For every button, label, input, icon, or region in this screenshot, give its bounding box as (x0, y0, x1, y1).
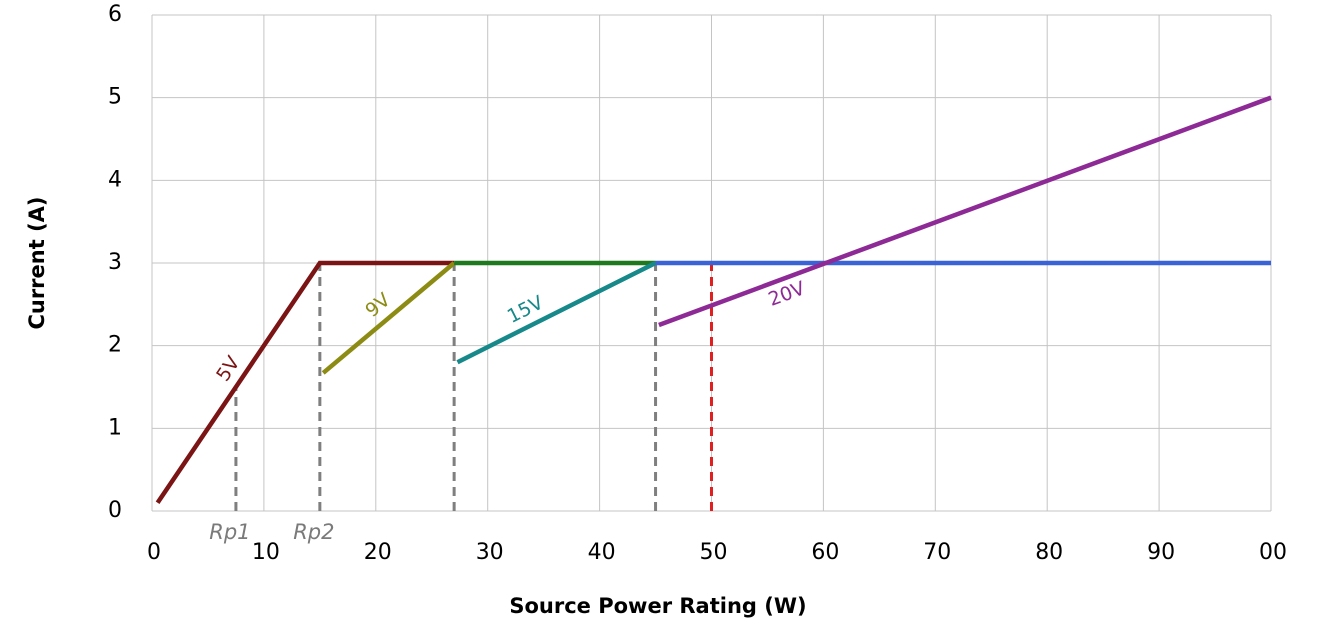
y-tick-label: 6 (108, 2, 122, 27)
x-tick-label: 70 (923, 540, 951, 565)
y-tick-label: 1 (108, 415, 122, 440)
x-tick-label: 10 (252, 540, 280, 565)
x-tick-label: 30 (476, 540, 504, 565)
x-tick-label: 20 (364, 540, 392, 565)
y-tick-label: 2 (108, 333, 122, 358)
x-tick-label: 90 (1147, 540, 1175, 565)
x-tick-label: 60 (811, 540, 839, 565)
series-line (321, 261, 456, 375)
series-line (155, 260, 455, 504)
series-line (658, 95, 1272, 328)
reference-label: Rp1 (209, 520, 250, 544)
y-tick-label: 5 (108, 85, 122, 110)
x-tick-label: 0 (147, 540, 161, 565)
x-tick-label: 00 (1259, 540, 1287, 565)
x-tick-label: 50 (700, 540, 728, 565)
y-tick-label: 3 (108, 250, 122, 275)
reference-label: Rp2 (293, 520, 334, 544)
y-axis-title: Current (A) (25, 196, 49, 329)
series-line (456, 260, 657, 365)
x-axis-title: Source Power Rating (W) (509, 594, 806, 618)
y-tick-label: 4 (108, 167, 122, 192)
x-tick-label: 80 (1035, 540, 1063, 565)
y-tick-label: 0 (108, 498, 122, 523)
x-tick-label: 40 (588, 540, 616, 565)
